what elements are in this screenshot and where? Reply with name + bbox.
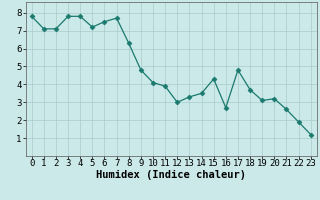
X-axis label: Humidex (Indice chaleur): Humidex (Indice chaleur)	[96, 170, 246, 180]
